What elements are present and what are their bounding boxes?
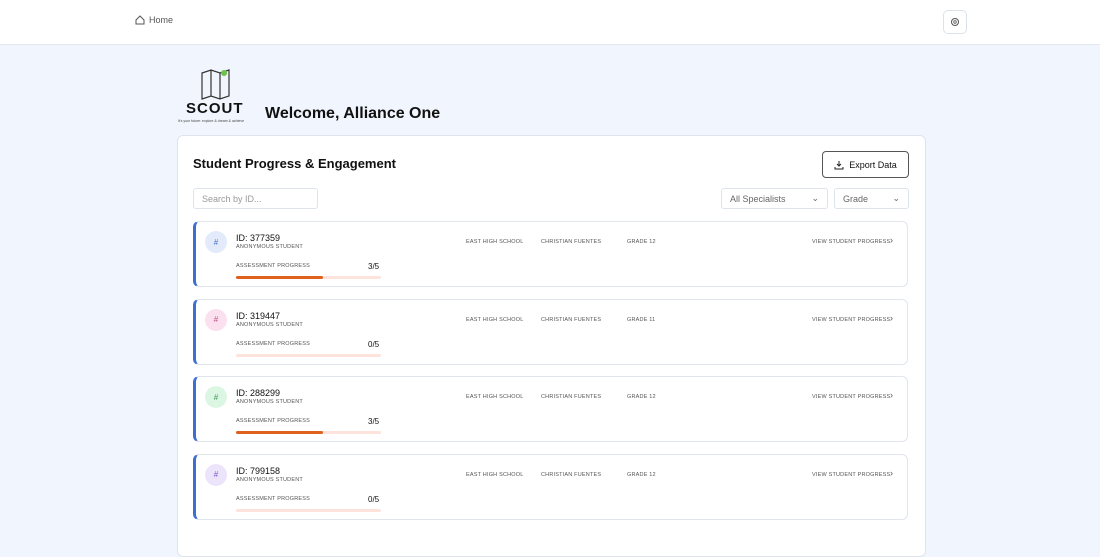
search-placeholder: Search by ID... bbox=[202, 193, 262, 204]
school: EAST HIGH SCHOOL bbox=[466, 394, 524, 400]
progress-text: 3/5 bbox=[368, 262, 380, 271]
progress-label: ASSESSMENT PROGRESS bbox=[236, 418, 310, 424]
view-progress-link[interactable]: VIEW STUDENT PROGRESS bbox=[812, 239, 891, 245]
progress-track bbox=[236, 431, 381, 434]
chevron: › bbox=[890, 467, 893, 478]
progress-fill bbox=[236, 431, 323, 434]
chevron: ⌄ bbox=[811, 193, 819, 203]
student-subtitle: ANONYMOUS STUDENT bbox=[236, 321, 303, 328]
home-link[interactable]: Home bbox=[135, 15, 173, 25]
grade-select[interactable]: Grade ⌄ bbox=[834, 188, 909, 209]
school: EAST HIGH SCHOOL bbox=[466, 316, 524, 323]
progress-label: ASSESSMENT PROGRESS bbox=[236, 340, 310, 347]
logo-map bbox=[201, 69, 230, 100]
avatar: # bbox=[205, 463, 227, 486]
logo-name: SCOUT bbox=[186, 100, 244, 117]
student-subtitle: ANONYMOUS STUDENT bbox=[236, 244, 303, 250]
progress-label: ASSESSMENT PROGRESS bbox=[236, 263, 310, 269]
search-input[interactable]: Search by ID... bbox=[193, 188, 318, 209]
chevron: › bbox=[890, 390, 893, 400]
avatar: # bbox=[205, 231, 227, 253]
specialist: CHRISTIAN FUENTES bbox=[541, 316, 602, 323]
grade: GRADE 12 bbox=[627, 471, 656, 478]
chevron: ⌄ bbox=[892, 193, 900, 203]
student-id: ID: 319447 bbox=[236, 310, 281, 321]
logo-tagline: It's your future: explore & dream & achi… bbox=[178, 119, 245, 123]
settings-icon bbox=[951, 18, 959, 26]
view-progress-link[interactable]: VIEW STUDENT PROGRESS bbox=[812, 471, 891, 478]
grade: GRADE 11 bbox=[627, 316, 656, 323]
student-row: # ID: 319447 ANONYMOUS STUDENT ASSESSMENT P… bbox=[193, 298, 908, 365]
student-row: # ID: 377359 ANONYMOUS STUDENT ASSESSMENT P… bbox=[193, 221, 908, 287]
specialist-select[interactable]: All Specialists ⌄ bbox=[721, 188, 828, 209]
student-row: # ID: 799158 ANONYMOUS STUDENT ASSESSMENT P… bbox=[193, 453, 908, 520]
progress-track bbox=[236, 508, 381, 512]
settings-button[interactable] bbox=[943, 10, 967, 34]
specialist: CHRISTIAN FUENTES bbox=[541, 394, 602, 400]
export-button[interactable]: Export Data bbox=[822, 151, 909, 178]
progress-fill bbox=[236, 276, 323, 279]
progress-track bbox=[236, 276, 381, 279]
grade: GRADE 12 bbox=[627, 239, 656, 245]
view-progress-link[interactable]: VIEW STUDENT PROGRESS bbox=[812, 316, 891, 323]
top-bar bbox=[0, 0, 1100, 45]
student-subtitle: ANONYMOUS STUDENT bbox=[236, 399, 303, 405]
school: EAST HIGH SCHOOL bbox=[466, 239, 524, 245]
school: EAST HIGH SCHOOL bbox=[466, 471, 524, 478]
student-id: ID: 288299 bbox=[236, 388, 281, 398]
chevron: › bbox=[890, 312, 893, 323]
view-progress-link[interactable]: VIEW STUDENT PROGRESS bbox=[812, 394, 891, 400]
avatar: # bbox=[205, 386, 227, 408]
progress-text: 3/5 bbox=[368, 417, 380, 426]
export-text: Export Data bbox=[849, 159, 897, 170]
specialist: CHRISTIAN FUENTES bbox=[541, 471, 602, 478]
progress-track bbox=[236, 353, 381, 357]
progress-label: ASSESSMENT PROGRESS bbox=[236, 495, 310, 502]
card-title: Student Progress & Engagement bbox=[193, 156, 396, 171]
chevron: › bbox=[890, 235, 893, 245]
welcome-heading: Welcome, Alliance One bbox=[265, 105, 441, 122]
home-text: Home bbox=[149, 15, 174, 25]
student-id: ID: 377359 bbox=[236, 233, 281, 243]
student-id: ID: 799158 bbox=[236, 465, 281, 476]
progress-text: 0/5 bbox=[368, 339, 380, 349]
specialist-text: All Specialists bbox=[730, 193, 786, 204]
specialist: CHRISTIAN FUENTES bbox=[541, 239, 602, 245]
avatar: # bbox=[205, 308, 227, 331]
grade: GRADE 12 bbox=[627, 394, 656, 400]
download-icon bbox=[834, 160, 844, 169]
student-subtitle: ANONYMOUS STUDENT bbox=[236, 476, 303, 483]
grade-text: Grade bbox=[843, 193, 869, 204]
student-row: # ID: 288299 ANONYMOUS STUDENT ASSESSMENT P… bbox=[193, 376, 908, 442]
progress-text: 0/5 bbox=[368, 494, 380, 504]
logo: SCOUT It's your future: explore & dream … bbox=[178, 68, 254, 126]
home-icon bbox=[135, 15, 145, 25]
